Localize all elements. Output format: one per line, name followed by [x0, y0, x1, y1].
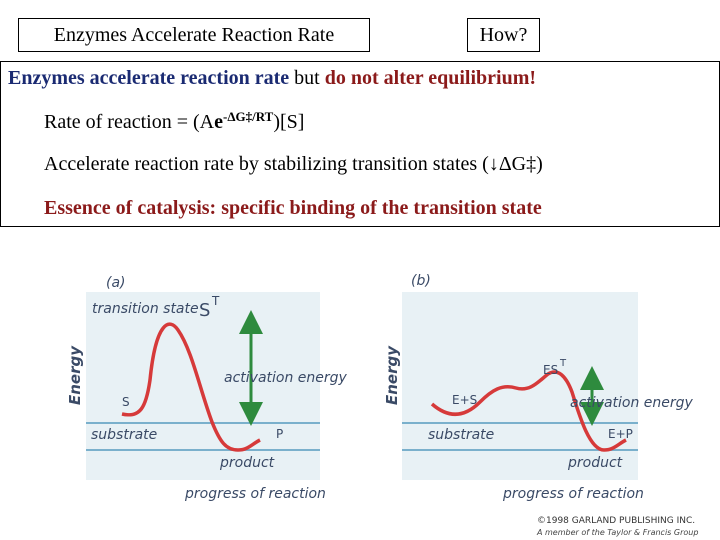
panel-b: (b) Energy ES T E+S E+P activation energ…: [383, 273, 694, 502]
panel-b-product-label: product: [567, 455, 623, 471]
panel-b-es-symbol: ES: [543, 363, 558, 377]
panel-a-product-label: product: [219, 455, 275, 471]
panel-b-background: [402, 292, 638, 480]
panel-a-substrate-label: substrate: [91, 427, 157, 443]
panel-b-energy-curve: [430, 370, 627, 452]
catalysis-statement: Essence of catalysis: specific binding o…: [44, 197, 542, 219]
rate-exponent: -ΔG‡/RT: [223, 109, 274, 124]
panel-a-progress-label: progress of reaction: [184, 486, 326, 502]
panel-a-energy-axis: Energy: [66, 345, 84, 405]
panel-a: (a) transition state S T Energy S P acti…: [66, 275, 348, 502]
panel-b-es-mark: T: [559, 358, 567, 369]
stabilize-statement: Accelerate reaction rate by stabilizing …: [44, 153, 543, 175]
rate-e: e: [214, 111, 223, 133]
rate-prefix: Rate of reaction = (A: [44, 111, 215, 133]
panel-b-label: (b): [411, 273, 431, 289]
panel-b-progress-label: progress of reaction: [502, 486, 644, 502]
panel-a-p-label: P: [276, 427, 283, 441]
info-box: Enzymes accelerate reaction rate but do …: [0, 61, 720, 227]
copyright-line-2: A member of the Taylor & Francis Group: [537, 528, 699, 537]
panel-a-ts-symbol: S: [199, 300, 210, 321]
panel-b-es-label: E+S: [452, 393, 477, 407]
panel-a-activation-label: activation energy: [224, 370, 348, 386]
title-box: Enzymes Accelerate Reaction Rate: [18, 18, 370, 52]
question-box: How?: [467, 18, 540, 52]
panel-a-transition-state: transition state: [92, 301, 199, 317]
statement-part-2: but: [289, 67, 325, 89]
copyright-line-1: ©1998 GARLAND PUBLISHING INC.: [537, 516, 696, 526]
statement-part-1: Enzymes accelerate reaction rate: [8, 67, 290, 89]
panel-a-background: [86, 292, 320, 480]
rate-equation: Rate of reaction = (Ae-ΔG‡/RT)[S]: [44, 109, 304, 134]
panel-a-energy-curve: [121, 322, 261, 452]
panel-b-activation-label: activation energy: [570, 395, 694, 411]
panel-a-s-label: S: [122, 395, 130, 409]
statement-part-3: do not alter equilibrium!: [324, 67, 537, 89]
panel-b-energy-axis: Energy: [383, 345, 401, 405]
rate-suffix: )[S]: [273, 111, 305, 133]
main-statement: Enzymes accelerate reaction rate but do …: [8, 67, 536, 90]
panel-a-ts-mark: T: [211, 294, 220, 308]
panel-b-ep-label: E+P: [608, 427, 633, 441]
panel-a-label: (a): [106, 275, 126, 291]
panel-b-substrate-label: substrate: [428, 427, 494, 443]
